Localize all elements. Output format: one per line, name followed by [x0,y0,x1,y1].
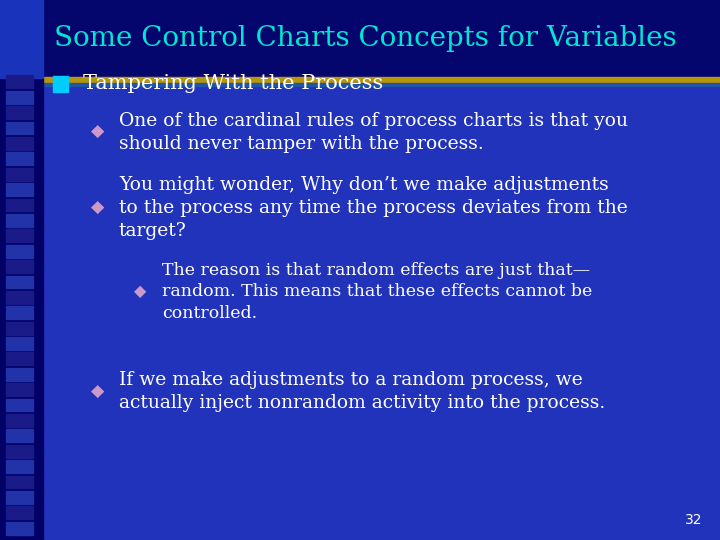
Bar [6,383,33,396]
Text: ◆: ◆ [91,382,104,401]
Bar [6,230,33,242]
Bar [43,86,720,540]
Bar [6,91,33,104]
Bar [6,199,33,211]
Text: Tampering With the Process: Tampering With the Process [83,74,383,93]
Bar [6,152,33,165]
Bar [6,429,33,442]
Bar [6,353,33,365]
Bar [0,0,43,78]
Text: If we make adjustments to a random process, we
actually inject nonrandom activit: If we make adjustments to a random proce… [119,371,605,412]
Bar [6,183,33,196]
Bar [6,368,33,381]
Bar [6,137,33,150]
Bar [6,306,33,319]
Bar [6,445,33,457]
Text: ◆: ◆ [134,284,147,299]
Text: ◆: ◆ [91,199,104,217]
Bar [6,260,33,273]
Text: You might wonder, Why don’t we make adjustments
to the process any time the proc: You might wonder, Why don’t we make adju… [119,176,628,240]
Bar [0,83,720,86]
Bar [6,399,33,411]
Bar [6,106,33,119]
Bar [6,460,33,473]
Text: ◆: ◆ [91,123,104,141]
Bar [6,322,33,334]
Bar [6,337,33,350]
Bar [0,0,720,78]
Bar [6,476,33,488]
Bar [53,76,68,92]
Bar [6,76,33,88]
Bar [6,122,33,134]
Text: 32: 32 [685,512,702,526]
Bar [6,491,33,504]
Text: The reason is that random effects are just that—
random. This means that these e: The reason is that random effects are ju… [162,261,593,322]
Bar [6,275,33,288]
Bar [6,291,33,303]
Bar [6,507,33,519]
Bar [6,414,33,427]
Text: One of the cardinal rules of process charts is that you
should never tamper with: One of the cardinal rules of process cha… [119,112,628,153]
Bar [6,214,33,227]
Bar [0,78,43,540]
Bar [6,522,33,535]
Text: Some Control Charts Concepts for Variables: Some Control Charts Concepts for Variabl… [54,25,677,52]
Bar [6,168,33,180]
Bar [0,77,720,83]
Bar [6,245,33,258]
